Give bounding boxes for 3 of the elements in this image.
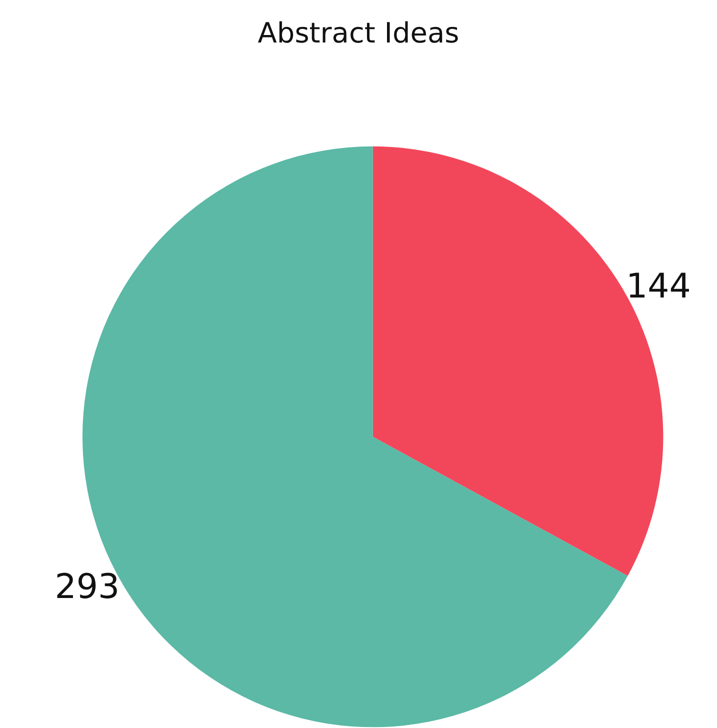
data-label: 293 [54, 567, 120, 608]
chart-title: Abstract Ideas [258, 16, 460, 50]
data-label: 144 [626, 266, 691, 307]
